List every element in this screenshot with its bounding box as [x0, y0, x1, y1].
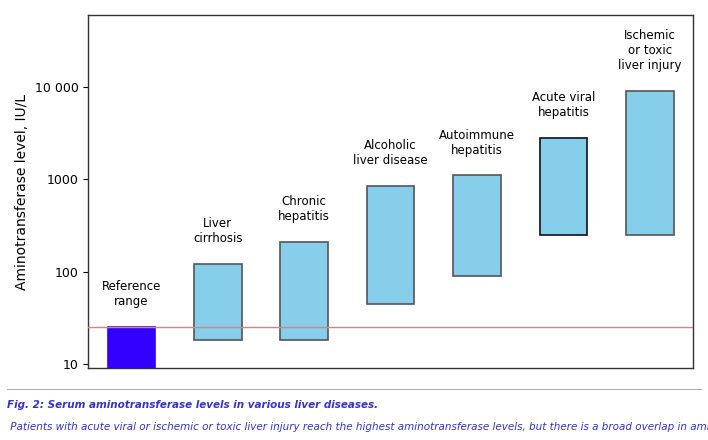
Text: Reference
range: Reference range — [102, 280, 161, 308]
Text: Alcoholic
liver disease: Alcoholic liver disease — [353, 139, 428, 167]
Bar — [280, 242, 328, 341]
Y-axis label: Aminotransferase level, IU/L: Aminotransferase level, IU/L — [15, 94, 29, 290]
Bar — [539, 138, 587, 235]
Bar — [108, 327, 155, 368]
Text: Autoimmune
hepatitis: Autoimmune hepatitis — [439, 128, 515, 157]
Bar — [453, 176, 501, 276]
Text: Fig. 2: Serum aminotransferase levels in various liver diseases.: Fig. 2: Serum aminotransferase levels in… — [7, 400, 378, 411]
Bar — [367, 186, 414, 304]
Text: Acute viral
hepatitis: Acute viral hepatitis — [532, 91, 595, 119]
Text: Ischemic
or toxic
liver injury: Ischemic or toxic liver injury — [618, 29, 682, 72]
Bar — [194, 264, 241, 341]
Bar — [626, 91, 673, 235]
Text: Liver
cirrhosis: Liver cirrhosis — [193, 217, 243, 246]
Text: Patients with acute viral or ischemic or toxic liver injury reach the highest am: Patients with acute viral or ischemic or… — [7, 422, 708, 433]
Text: Chronic
hepatitis: Chronic hepatitis — [278, 195, 330, 223]
